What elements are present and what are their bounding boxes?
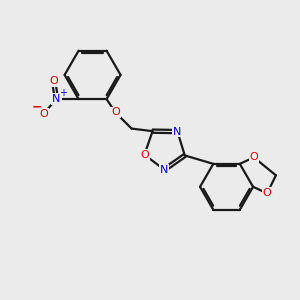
Text: N: N [160,165,169,175]
Text: N: N [173,127,182,136]
Text: −: − [32,101,42,114]
Text: +: + [59,88,67,98]
Text: O: O [49,76,58,86]
Text: O: O [263,188,272,198]
Text: N: N [52,94,61,104]
Text: O: O [39,109,48,119]
Text: O: O [250,152,258,162]
Text: O: O [111,107,120,117]
Text: O: O [140,150,149,160]
